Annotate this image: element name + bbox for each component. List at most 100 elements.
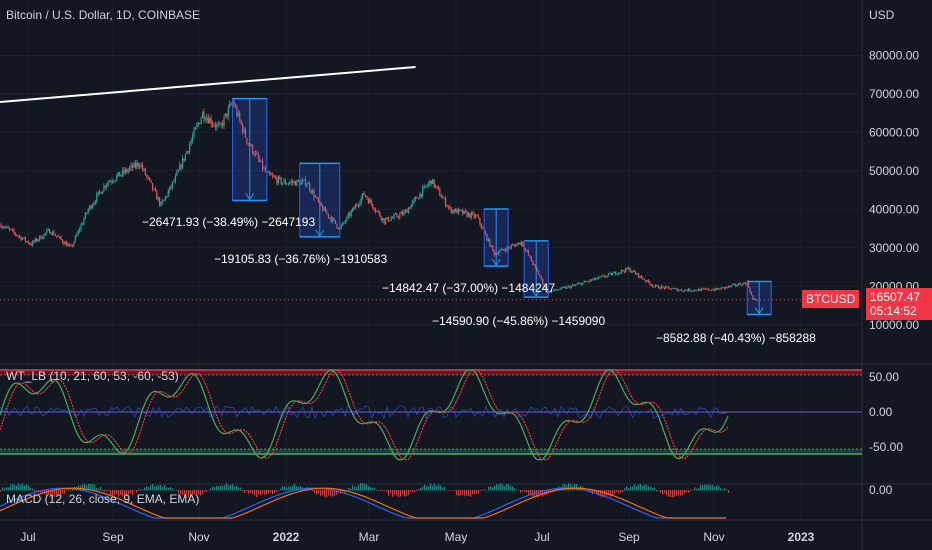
candle-body — [332, 218, 334, 222]
candle-body — [14, 232, 16, 235]
candle-body — [129, 167, 131, 170]
candle-body — [670, 289, 673, 290]
candle-body — [676, 288, 678, 291]
macd-bar — [36, 490, 38, 491]
macd-bar — [720, 488, 722, 491]
candle-body — [277, 176, 279, 184]
macd-bar — [700, 484, 702, 491]
macd-bar — [328, 490, 330, 496]
candle-body — [463, 210, 465, 214]
overbought-zone — [0, 370, 862, 375]
candle-body — [13, 229, 15, 233]
candle-body — [43, 234, 45, 238]
macd-bar — [6, 487, 8, 491]
macd-bar — [622, 490, 624, 493]
candle-body — [430, 180, 432, 185]
candle-body — [304, 179, 307, 186]
macd-bar — [124, 490, 126, 496]
macd-bar — [92, 483, 94, 491]
macd-bar — [324, 490, 326, 497]
candle-body — [417, 198, 420, 200]
macd-bar — [526, 490, 528, 493]
candle-body — [18, 236, 21, 237]
macd-bar — [488, 486, 490, 491]
candle-body — [748, 281, 750, 288]
candle-body — [423, 186, 425, 188]
candle-body — [647, 279, 650, 283]
macd-bar — [130, 490, 132, 494]
osc-axis-label: -50.00 — [869, 440, 903, 454]
macd-bar — [518, 490, 520, 491]
candle-body — [99, 191, 101, 193]
candle-body — [733, 284, 735, 285]
candle-body — [54, 235, 56, 237]
macd-bar — [294, 483, 296, 491]
macd-bar — [642, 485, 644, 491]
macd-bar — [344, 490, 346, 493]
candle-body — [520, 241, 522, 245]
macd-indicator-title[interactable]: MACD (12, 26, close, 9, EMA, EMA) — [6, 492, 200, 506]
candle-body — [347, 213, 349, 217]
candle-body — [655, 285, 657, 287]
candle-body — [314, 197, 317, 198]
candle-body — [89, 205, 91, 210]
candle-body — [412, 201, 414, 205]
candle-body — [330, 217, 332, 222]
candle-body — [512, 244, 514, 246]
candle-body — [353, 207, 355, 209]
measure-box-3 — [483, 208, 509, 267]
candle-body — [605, 276, 607, 278]
macd-bar — [106, 490, 108, 492]
macd-bar — [496, 483, 498, 491]
candle-body — [590, 279, 592, 281]
macd-bar — [366, 484, 368, 491]
macd-bar — [316, 490, 318, 495]
candle-body — [257, 154, 259, 159]
macd-bar — [440, 485, 442, 491]
candle-body — [107, 182, 109, 185]
wt-indicator-title[interactable]: WT_LB (10, 21, 60, 53, -60, -53) — [6, 369, 179, 383]
candle-body — [545, 286, 547, 289]
macd-bar — [666, 490, 668, 496]
price-candles — [0, 97, 758, 302]
candle-body — [666, 286, 668, 288]
time-axis-label: May — [445, 530, 468, 544]
macd-bar — [432, 485, 434, 491]
candle-body — [689, 288, 691, 291]
candle-body — [357, 205, 359, 206]
candle-body — [499, 250, 501, 253]
measure-arrow-head — [315, 229, 325, 237]
candle-body — [743, 282, 745, 284]
candle-body — [479, 217, 481, 224]
macd-bar — [236, 485, 238, 491]
macd-bar — [260, 490, 262, 496]
candle-body — [220, 123, 222, 125]
candle-body — [556, 289, 558, 291]
candle-body — [307, 183, 309, 185]
candle-body — [572, 284, 574, 287]
macd-bar — [562, 484, 564, 491]
macd-bar — [544, 490, 546, 495]
macd-bar — [30, 488, 32, 491]
candle-body — [146, 174, 148, 177]
candle-body — [452, 209, 454, 213]
macd-bar — [468, 490, 470, 496]
time-axis-label: Jul — [534, 530, 549, 544]
candle-body — [460, 210, 462, 211]
macd-bar — [452, 490, 454, 491]
candle-body — [111, 181, 114, 183]
macd-bar — [154, 486, 156, 491]
candle-body — [519, 242, 521, 245]
candle-body — [583, 281, 585, 283]
macd-bar — [272, 490, 274, 495]
macd-bar — [454, 490, 456, 492]
macd-bar — [698, 488, 700, 491]
candle-body — [219, 124, 221, 125]
candle-body — [669, 287, 671, 290]
candle-body — [526, 249, 528, 252]
candle-body — [59, 236, 61, 238]
candle-body — [104, 185, 106, 188]
macd-bar — [574, 483, 576, 491]
candle-body — [70, 244, 72, 246]
